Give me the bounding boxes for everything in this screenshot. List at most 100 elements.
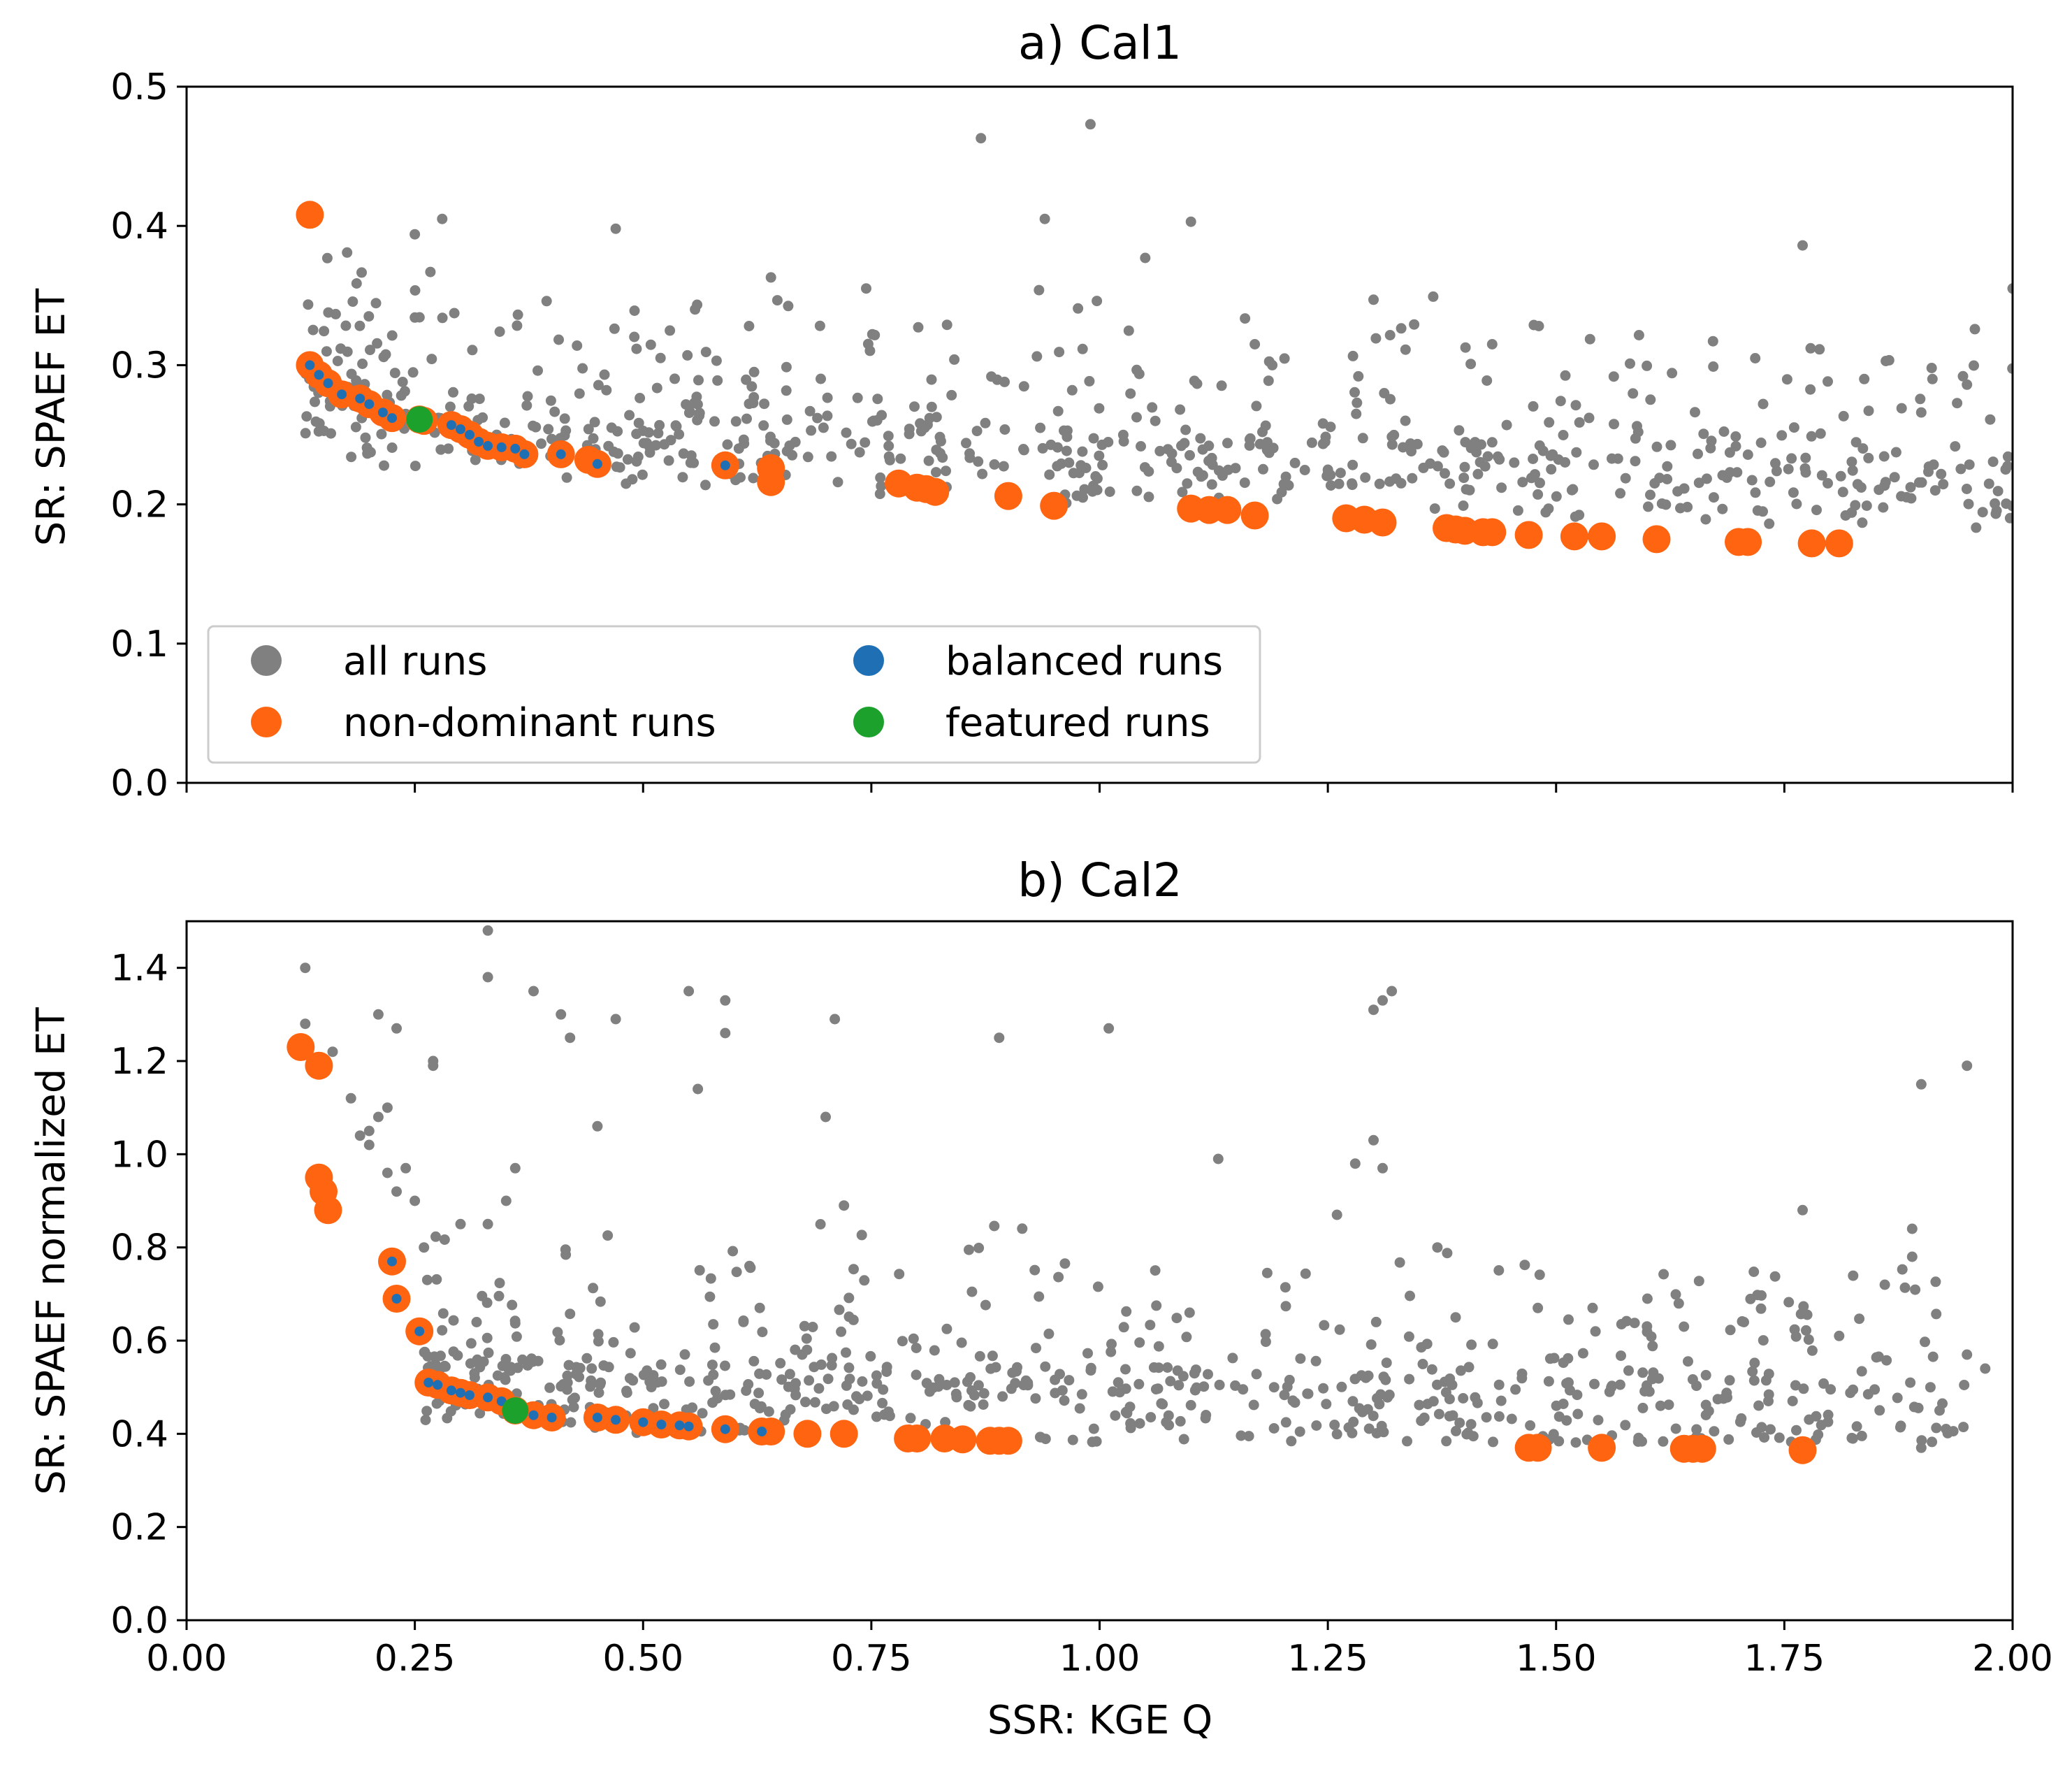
scatter-point-all-runs (1120, 1406, 1131, 1418)
scatter-point-all-runs (857, 1376, 868, 1387)
scatter-point-all-runs (1629, 1318, 1640, 1329)
scatter-point-all-runs (1140, 252, 1151, 264)
scatter-point-featured-runs (502, 1397, 529, 1424)
scatter-point-all-runs (1368, 1134, 1379, 1146)
scatter-point-all-runs (956, 1337, 967, 1348)
scatter-point-all-runs (692, 399, 703, 410)
scatter-point-all-runs (861, 283, 871, 294)
scatter-point-all-runs (674, 1364, 686, 1376)
scatter-point-all-runs (974, 1350, 985, 1362)
panel-b-series-balanced-runs (387, 1256, 767, 1436)
panel-a-y-tick-label: 0.4 (110, 205, 168, 247)
scatter-point-all-runs (449, 308, 460, 319)
scatter-point-all-runs (1683, 1356, 1693, 1367)
scatter-point-all-runs (1180, 424, 1191, 435)
scatter-point-all-runs (1707, 336, 1718, 347)
scatter-point-all-runs (633, 417, 644, 428)
scatter-point-all-runs (1244, 434, 1255, 445)
scatter-point-all-runs (1670, 1423, 1681, 1434)
scatter-point-all-runs (868, 415, 879, 426)
scatter-point-all-runs (1709, 1426, 1720, 1437)
panel-a-y-tick-label: 0.0 (110, 763, 168, 805)
scatter-point-all-runs (437, 1308, 449, 1319)
scatter-point-all-runs (357, 359, 368, 369)
scatter-point-all-runs (396, 390, 407, 401)
scatter-point-all-runs (1372, 1393, 1382, 1404)
scatter-point-all-runs (1788, 487, 1799, 498)
scatter-point-all-runs (1896, 491, 1907, 502)
scatter-point-all-runs (522, 391, 533, 402)
scatter-point-all-runs (874, 489, 885, 500)
scatter-point-all-runs (431, 1274, 442, 1285)
scatter-point-all-runs (1147, 402, 1158, 413)
scatter-point-all-runs (1755, 1303, 1767, 1314)
scatter-point-all-runs (872, 394, 883, 405)
scatter-point-all-runs (1526, 473, 1537, 484)
scatter-point-all-runs (818, 422, 829, 433)
scatter-point-all-runs (1396, 323, 1407, 334)
scatter-point-all-runs (1806, 1345, 1818, 1356)
scatter-point-all-runs (1651, 441, 1662, 452)
scatter-point-all-runs (748, 1355, 760, 1366)
scatter-point-all-runs (1261, 1267, 1273, 1278)
scatter-point-all-runs (1460, 437, 1471, 448)
scatter-point-all-runs (1913, 477, 1925, 488)
scatter-point-all-runs (677, 472, 688, 483)
scatter-point-all-runs (428, 1055, 439, 1067)
scatter-point-all-runs (1693, 448, 1703, 459)
scatter-point-all-runs (1493, 1411, 1505, 1422)
scatter-point-all-runs (816, 373, 826, 384)
scatter-point-all-runs (820, 1111, 831, 1123)
scatter-point-non-dominant-runs (305, 1051, 333, 1080)
scatter-point-all-runs (846, 438, 857, 449)
scatter-point-all-runs (1800, 452, 1811, 463)
scatter-point-all-runs (913, 322, 924, 333)
scatter-point-all-runs (1203, 1369, 1213, 1380)
scatter-point-all-runs (482, 972, 493, 983)
scatter-point-all-runs (426, 354, 437, 365)
scatter-point-all-runs (1742, 449, 1753, 460)
scatter-point-all-runs (421, 1274, 433, 1285)
scatter-point-all-runs (354, 320, 365, 331)
scatter-point-all-runs (1084, 375, 1095, 387)
scatter-point-all-runs (1750, 353, 1761, 363)
scatter-point-all-runs (1764, 518, 1775, 529)
scatter-point-all-runs (321, 346, 332, 357)
scatter-point-all-runs (980, 417, 991, 428)
scatter-point-balanced-runs (496, 442, 507, 452)
scatter-point-all-runs (1748, 1375, 1760, 1386)
scatter-point-all-runs (483, 1347, 494, 1358)
scatter-point-all-runs (1746, 475, 1758, 486)
scatter-point-all-runs (603, 440, 614, 452)
scatter-point-balanced-runs (546, 1413, 557, 1422)
scatter-point-all-runs (1916, 1435, 1927, 1446)
scatter-point-all-runs (1962, 379, 1973, 390)
scatter-point-all-runs (807, 1322, 818, 1332)
legend-label-all-runs: all runs (343, 639, 487, 684)
scatter-point-all-runs (1476, 439, 1486, 450)
scatter-point-all-runs (340, 320, 352, 331)
scatter-point-all-runs (822, 392, 833, 403)
scatter-point-all-runs (1052, 405, 1064, 417)
x-tick-label: 0.50 (602, 1638, 683, 1680)
scatter-point-all-runs (1306, 437, 1317, 448)
panel-a-y-tick-label: 0.2 (110, 484, 168, 526)
scatter-point-all-runs (1197, 444, 1208, 455)
scatter-point-all-runs (1466, 1339, 1477, 1350)
scatter-point-all-runs (1454, 1418, 1465, 1429)
scatter-point-all-runs (1417, 1359, 1428, 1369)
scatter-point-all-runs (826, 451, 837, 462)
scatter-point-all-runs (976, 133, 987, 144)
scatter-point-all-runs (376, 428, 387, 440)
scatter-point-all-runs (1175, 404, 1186, 415)
scatter-point-all-runs (1055, 1369, 1065, 1380)
legend-label-non-dominant-runs: non-dominant runs (343, 700, 716, 746)
scatter-point-all-runs (989, 1220, 1000, 1232)
scatter-point-all-runs (1384, 1390, 1395, 1400)
scatter-point-all-runs (1077, 343, 1088, 354)
scatter-point-balanced-runs (456, 1387, 465, 1398)
scatter-point-all-runs (379, 460, 389, 471)
scatter-point-all-runs (437, 213, 448, 224)
scatter-point-all-runs (389, 368, 400, 379)
scatter-point-all-runs (697, 1408, 708, 1419)
